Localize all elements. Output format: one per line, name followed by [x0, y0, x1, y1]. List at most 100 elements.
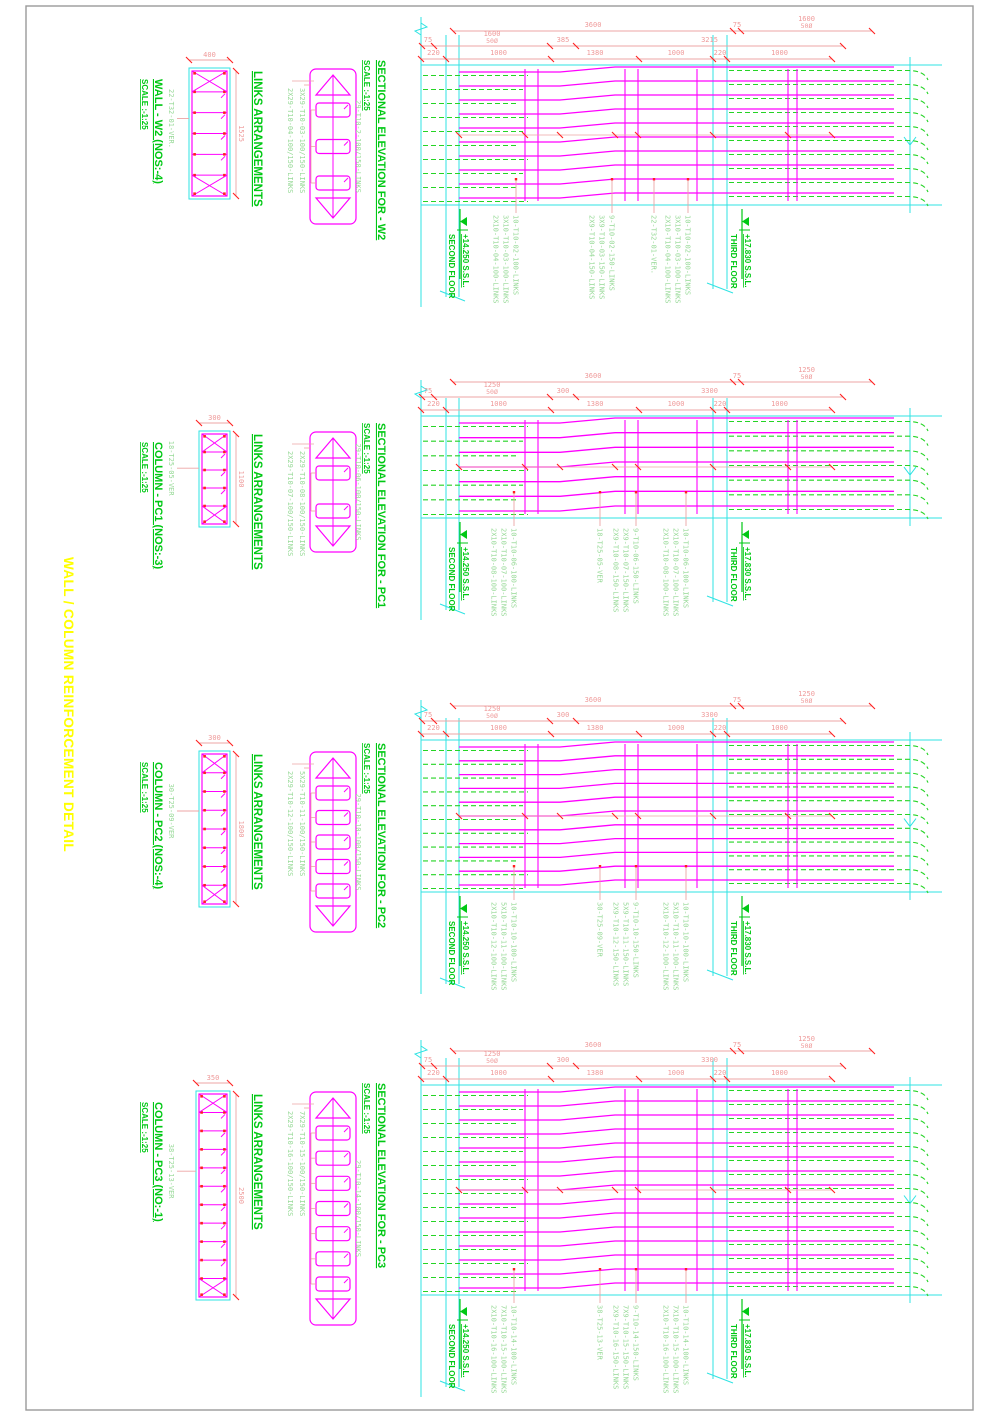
bar-dot	[223, 846, 226, 850]
hook-tick	[220, 1224, 226, 1230]
joint-break-icon	[903, 1195, 917, 1205]
end-cell-diagonal	[201, 884, 228, 905]
dim-tick	[784, 812, 792, 820]
dim-label: 1000	[771, 400, 788, 408]
bar-dot	[193, 111, 196, 114]
vertical-bar	[459, 755, 894, 762]
dim-tick	[455, 812, 463, 820]
next-lift-bar	[729, 69, 929, 81]
leader-tick	[684, 865, 688, 868]
bar-dot	[200, 1293, 203, 1297]
scale-label: SCALE :-1:25	[140, 79, 149, 130]
bar-dot	[223, 1184, 226, 1188]
scale-label: SCALE :-1:25	[362, 423, 371, 474]
break-symbol	[413, 705, 429, 719]
floor-name-text: SECOND FLOOR	[447, 921, 456, 986]
bar-dot	[193, 132, 196, 135]
dim-tick	[226, 739, 234, 747]
concrete-outline	[188, 67, 231, 200]
dim-tick	[417, 55, 425, 63]
hook-tick	[220, 1206, 226, 1212]
links-title: LINKS ARRANGEMENTS	[251, 1094, 263, 1230]
dim-tick	[737, 27, 745, 35]
dim-tick	[709, 463, 717, 471]
vertical-bar	[459, 136, 894, 143]
rebar-annotation: 5X10-T10-11-100-LINKS	[500, 902, 508, 991]
concrete-outline	[195, 1090, 231, 1301]
vertical-bar	[459, 865, 894, 872]
dim-label: 3300	[701, 1056, 718, 1064]
bar-dot	[223, 72, 226, 75]
dim-tick	[547, 55, 555, 63]
next-lift-bar	[729, 1089, 929, 1101]
vertical-bar	[459, 1240, 894, 1247]
next-lift-bar	[729, 1131, 929, 1143]
dim-label: 3215	[701, 36, 718, 44]
hook-tick	[220, 1114, 226, 1119]
dim-label: 1250	[484, 1050, 501, 1058]
bar-dot	[200, 1258, 203, 1262]
bar-dot	[223, 1258, 226, 1262]
link-outline	[201, 433, 228, 525]
dim-tick	[784, 131, 792, 139]
bar-dot	[223, 865, 226, 868]
dim-tick	[195, 419, 203, 427]
dim-tick	[572, 393, 580, 401]
end-cell-diagonal	[191, 70, 228, 93]
end-links-label: 2X29-T10-16-100/150-LINKS	[286, 1111, 294, 1216]
dim-label: 1000	[490, 1069, 507, 1077]
vertical-bar	[459, 1170, 894, 1177]
dim-tick	[556, 131, 564, 139]
dim-tick	[709, 55, 717, 63]
level-triangle-icon	[460, 217, 467, 226]
dim-tick	[418, 1062, 426, 1070]
dim-tick	[737, 1047, 745, 1055]
leader-tick	[512, 491, 516, 494]
next-lift-bar	[729, 1117, 929, 1129]
dim-tick	[226, 419, 234, 427]
dim-tick	[634, 812, 642, 820]
dim-tick	[709, 406, 717, 414]
floor-name-text: THIRD FLOOR	[729, 921, 738, 976]
dim-tick	[729, 1047, 737, 1055]
next-lift-bar	[729, 435, 929, 446]
rebar-annotation: 2X10-T10-04-100-LINKS	[664, 215, 672, 304]
next-lift-bar	[729, 508, 929, 520]
dim-label: 50Ø	[486, 388, 498, 396]
floor-name-text: SECOND FLOOR	[447, 547, 456, 612]
rebar-annotation: 2X10-T10-08-100-LINKS	[662, 528, 670, 617]
bar-dot	[223, 1240, 226, 1243]
bar-dot	[203, 435, 206, 438]
rebar-annotation: 2X9-T10-07-150-LINKS	[622, 528, 630, 612]
floor-level-text: +14.250 S.S.L.	[461, 547, 470, 601]
rebar-annotation: 38-T25-13-VER	[596, 1305, 604, 1361]
leader-tick	[514, 178, 518, 181]
end-cell-diagonal	[201, 433, 228, 453]
vertical-bar	[459, 476, 894, 483]
dim-label: 1000	[771, 49, 788, 57]
next-lift-bar	[729, 1257, 929, 1269]
dim-tick	[556, 463, 564, 471]
bar-dot	[223, 435, 226, 438]
rebar-annotation: 9-T10-02-150-LINKS	[608, 215, 616, 291]
floor-level-text: +17.830 S.S.L.	[743, 234, 752, 288]
leader-tick	[610, 178, 614, 181]
dim-label: 300	[557, 1056, 570, 1064]
vertical-bar	[459, 66, 894, 73]
floor-level-text: +17.830 S.S.L.	[743, 921, 752, 975]
rebar-annotation: 3X10-T10-03-100-LINKS	[502, 215, 510, 304]
ver-label: 38-T25-13-VER	[167, 1144, 175, 1200]
third-floor-marker: +17.830 S.S.L. THIRD FLOOR	[729, 896, 752, 976]
dim-tick	[572, 42, 580, 50]
vertical-bar	[459, 1086, 894, 1093]
bar-dot	[223, 132, 226, 135]
next-lift-bar	[729, 464, 929, 476]
bar-dot	[223, 1166, 226, 1170]
leader-tick	[598, 491, 602, 494]
ver-label: 18-T25-05-VER	[167, 441, 175, 497]
cross-section: 2500 350 38-T25-13-VER	[167, 1074, 245, 1301]
elevation-title: SECTIONAL ELEVATION FOR - PC3	[375, 1083, 387, 1268]
outer-link	[309, 751, 357, 933]
dim-tick	[868, 378, 876, 386]
